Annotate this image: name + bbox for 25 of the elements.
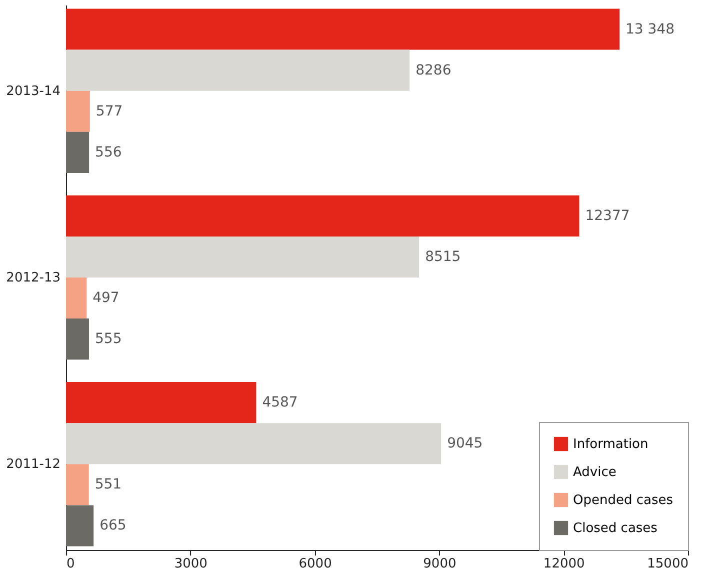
x-tick-label: 0 [66, 556, 75, 572]
x-tick-label: 12000 [543, 556, 585, 572]
data-label: 556 [95, 144, 122, 160]
data-label: 497 [92, 290, 120, 306]
data-label: 8515 [425, 248, 461, 265]
x-tick-label: 6000 [298, 556, 332, 572]
data-label: 577 [96, 103, 123, 120]
data-label: 551 [94, 476, 122, 493]
y-tick-label: 2013-14 [6, 84, 60, 99]
data-label: 12377 [585, 208, 630, 224]
legend-label: Opended cases [573, 493, 674, 508]
x-tick-label: 9000 [423, 556, 456, 572]
data-label: 8286 [416, 62, 452, 78]
data-label: 13 348 [625, 21, 674, 38]
legend-label: Closed cases [573, 521, 658, 536]
data-label: 555 [95, 331, 122, 348]
data-label: 9045 [447, 436, 483, 452]
data-label: 4587 [262, 394, 298, 411]
legend-label: Information [573, 437, 648, 452]
y-tick-label: 2012-13 [6, 270, 60, 286]
x-tick-label: 3000 [174, 556, 208, 572]
y-tick-label: 2011-12 [6, 457, 60, 472]
data-label: 665 [100, 518, 126, 534]
legend-label: Advice [573, 465, 616, 480]
x-tick-label: 15000 [647, 556, 688, 572]
